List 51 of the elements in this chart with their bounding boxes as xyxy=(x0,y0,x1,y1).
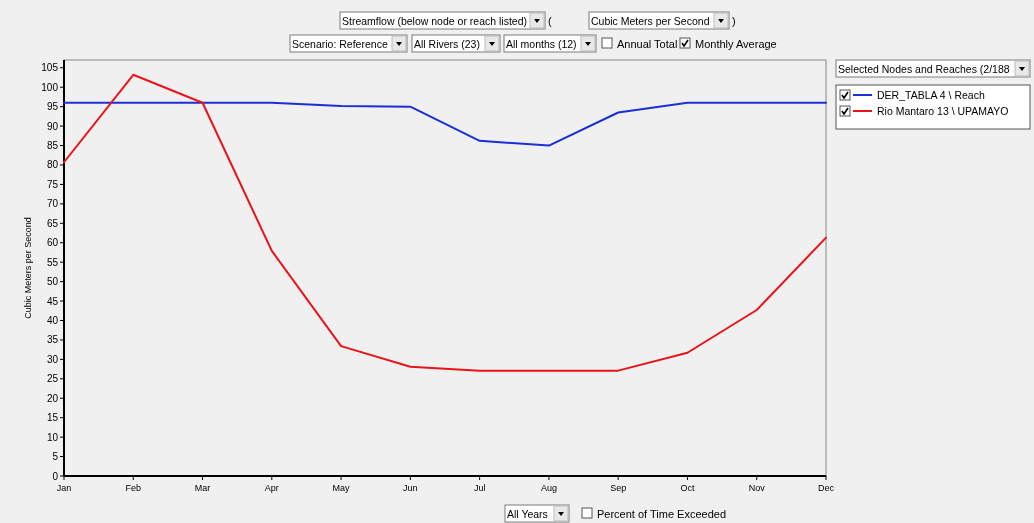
y-tick-label: 65 xyxy=(46,217,59,229)
line-series xyxy=(63,73,827,372)
y-tick-label: 80 xyxy=(46,159,59,171)
x-tick-label: Aug xyxy=(540,483,557,493)
x-tick-label: Nov xyxy=(748,483,766,493)
text: ( xyxy=(548,15,552,27)
x-tick-label: Jul xyxy=(473,483,486,493)
y-tick-label: 70 xyxy=(46,198,59,210)
y-tick-label: 5 xyxy=(52,451,59,463)
line-series xyxy=(63,101,827,147)
text: Annual Total xyxy=(617,38,678,50)
x-tick-label: Jan xyxy=(56,483,72,493)
y-tick-label: 25 xyxy=(46,373,59,385)
y-tick-label: 20 xyxy=(46,392,59,404)
y-tick-label: 50 xyxy=(46,276,59,288)
y-tick-label: 105 xyxy=(41,62,59,74)
y-tick-label: 75 xyxy=(46,178,59,190)
y-axis-title: Cubic Meters per Second xyxy=(23,217,33,319)
x-tick-label: Jun xyxy=(403,483,418,493)
y-tick-label: 15 xyxy=(46,412,59,424)
y-tick-label: 10 xyxy=(46,431,59,443)
text: Selected Nodes and Reaches (2/188 xyxy=(838,62,1010,75)
x-tick-label: Dec xyxy=(817,483,835,493)
text: Monthly Average xyxy=(695,38,777,50)
text: Scenario: Reference xyxy=(292,37,388,50)
y-tick-label: 45 xyxy=(46,295,59,307)
x-tick-label: Oct xyxy=(680,483,695,493)
y-tick-label: 90 xyxy=(46,120,59,132)
y-tick-label: 0 xyxy=(52,470,59,482)
x-tick-label: Sep xyxy=(610,483,627,493)
y-tick-label: 95 xyxy=(46,101,59,113)
y-tick-label: 55 xyxy=(46,256,59,268)
legend-label: DER_TABLA 4 \ Reach xyxy=(877,89,985,101)
y-tick-label: 60 xyxy=(46,237,59,249)
x-tick-label: Mar xyxy=(194,483,211,493)
y-tick-label: 100 xyxy=(41,81,59,93)
text: Streamflow (below node or reach listed) xyxy=(342,14,528,27)
y-tick-label: 40 xyxy=(46,314,59,326)
x-tick-label: Apr xyxy=(264,483,279,493)
text: All Rivers (23) xyxy=(414,37,480,50)
x-tick-label: May xyxy=(332,483,351,493)
text: All months (12) xyxy=(506,37,577,50)
y-tick-label: 85 xyxy=(46,140,59,152)
y-tick-label: 30 xyxy=(46,353,59,365)
text: Cubic Meters per Second xyxy=(591,14,710,27)
legend-label: Rio Mantaro 13 \ UPAMAYO xyxy=(877,105,1009,117)
x-tick-label: Feb xyxy=(125,483,142,493)
text: All Years xyxy=(507,507,548,520)
text: Percent of Time Exceeded xyxy=(597,508,727,520)
y-tick-label: 35 xyxy=(46,334,59,346)
text: ) xyxy=(732,15,736,27)
